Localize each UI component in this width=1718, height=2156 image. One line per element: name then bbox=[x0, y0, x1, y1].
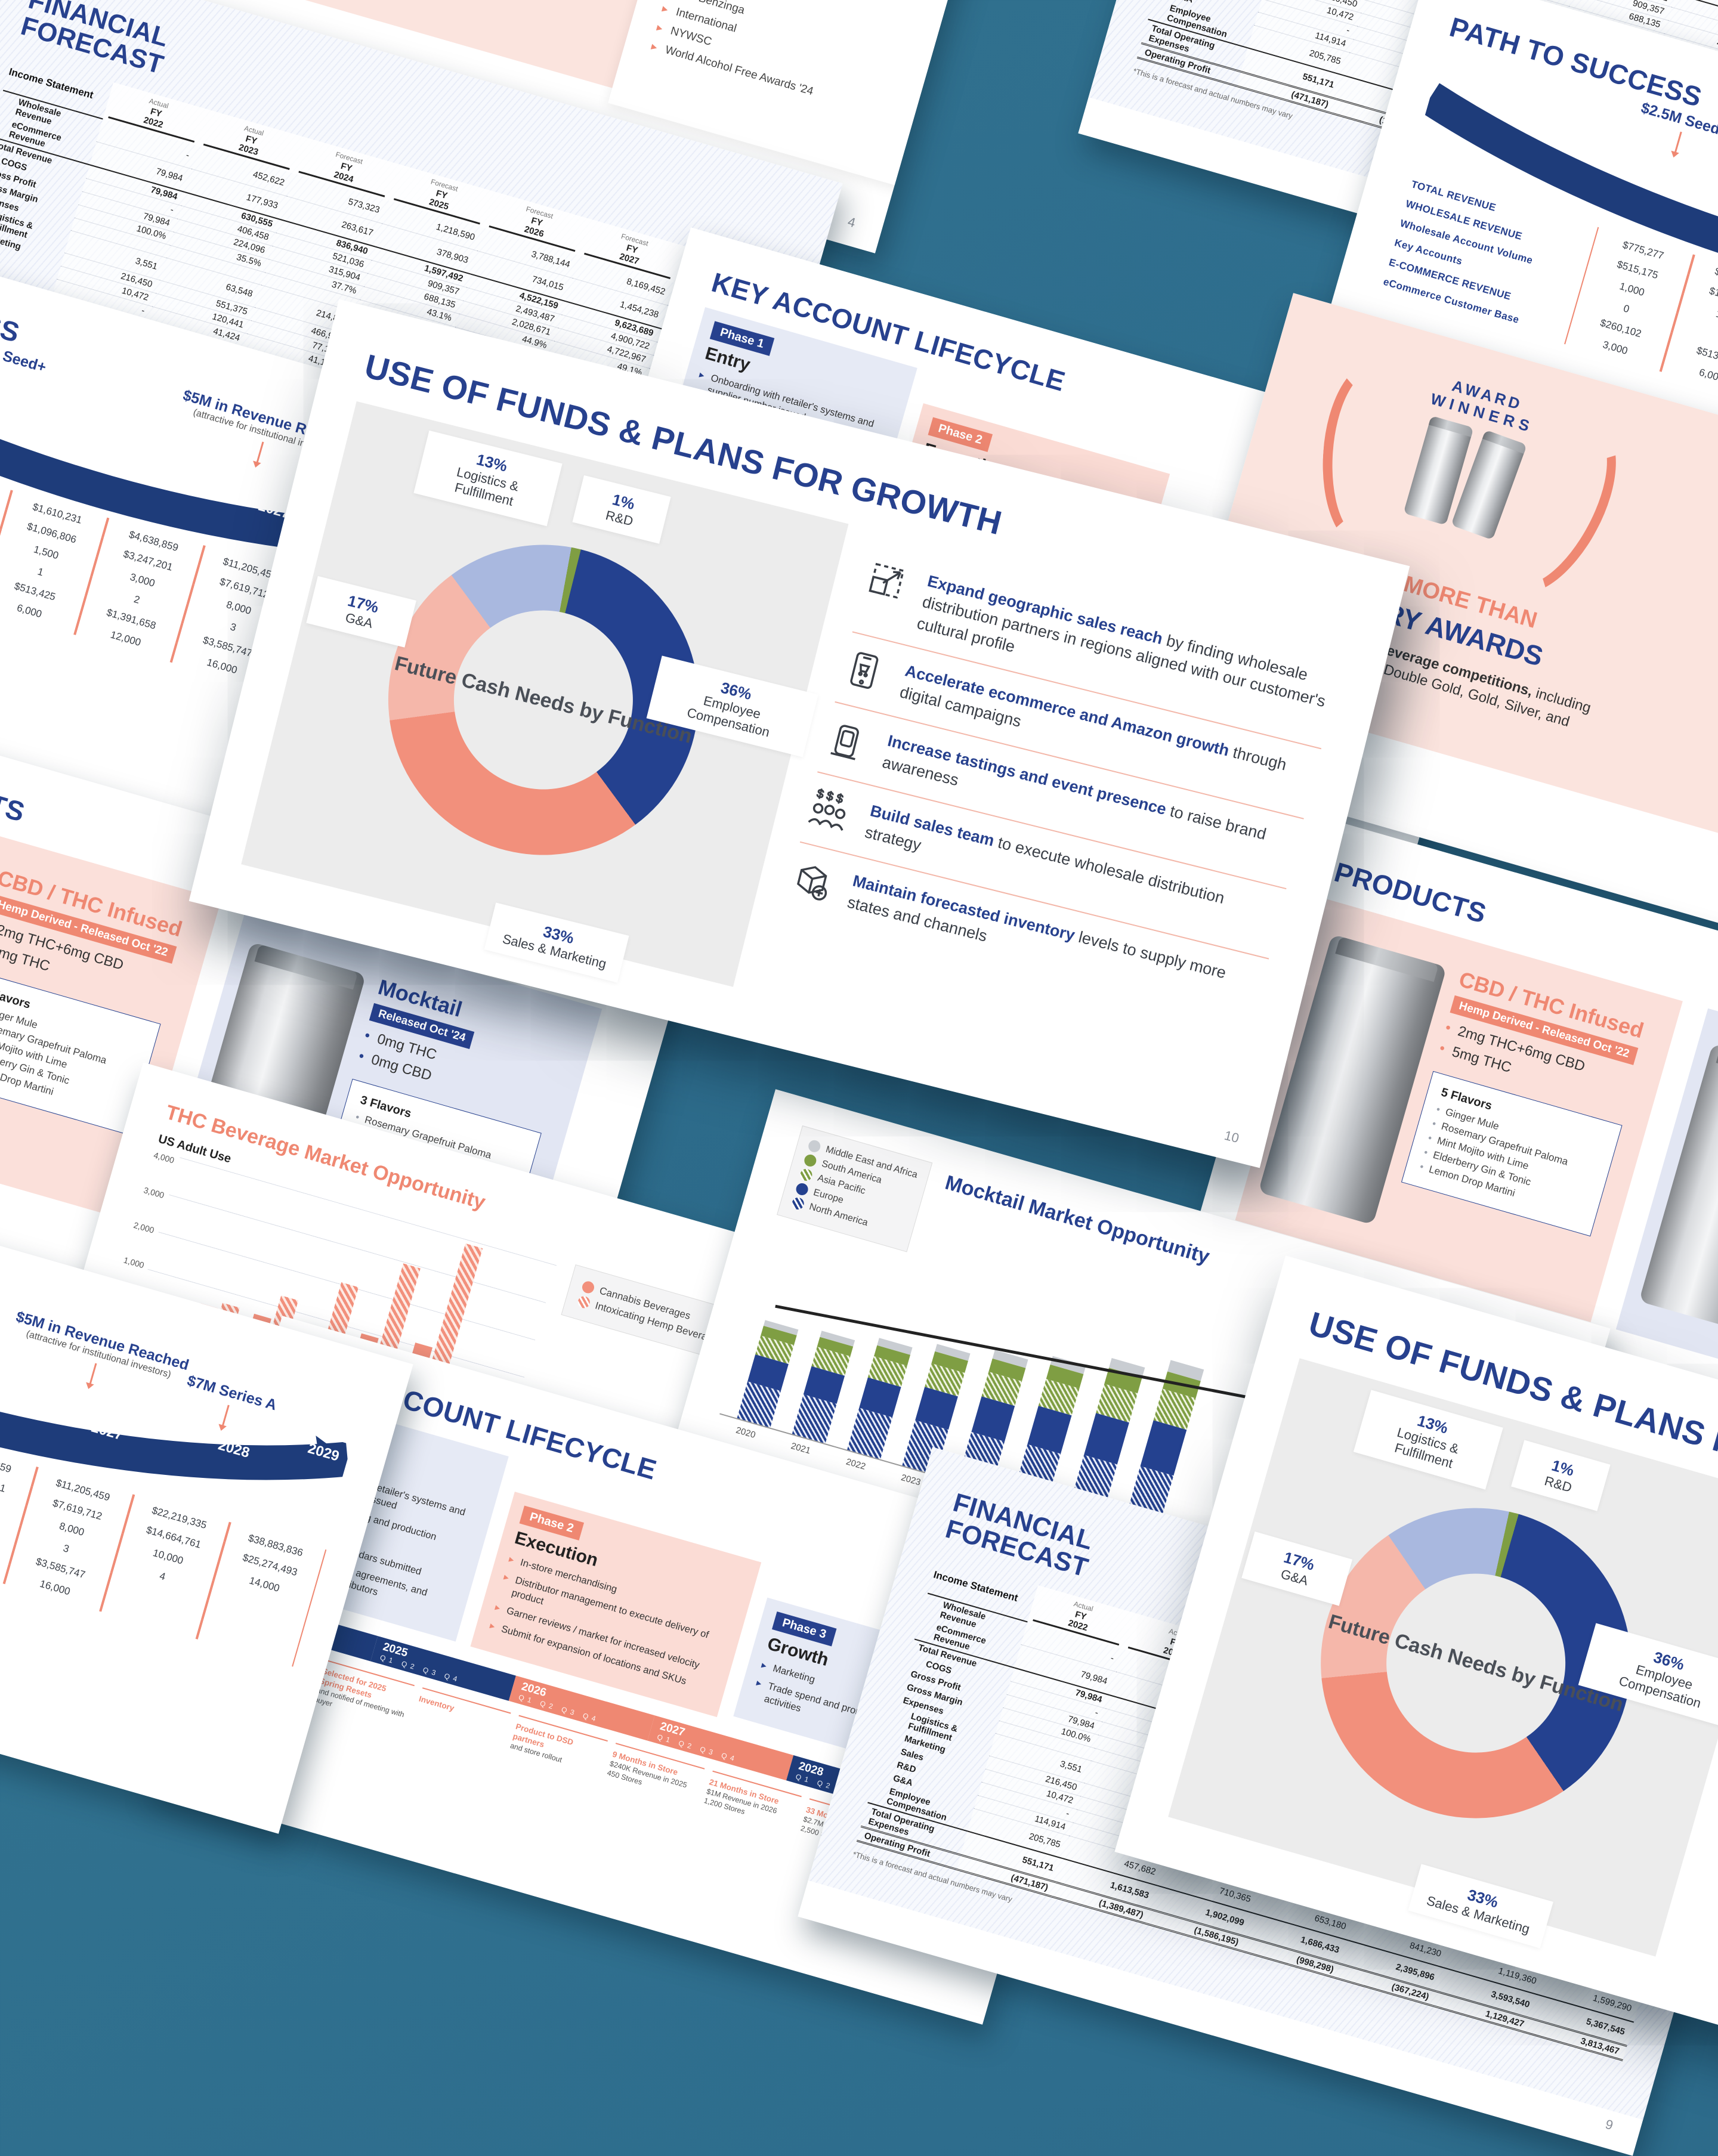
timeline-swoosh bbox=[1420, 83, 1718, 323]
y-tick: 4,000 bbox=[152, 1150, 175, 1165]
growth-timeline: 202420252026202720282029 $2.5M Seed+ $5M… bbox=[0, 1203, 357, 1545]
y-tick: 2,000 bbox=[132, 1220, 156, 1235]
donut-chart-panel: Future Cash Needs by Function 13% Logisti… bbox=[1168, 1358, 1718, 1957]
expand-icon bbox=[855, 555, 915, 629]
timeline-swoosh bbox=[0, 1240, 350, 1480]
page-number: 9 bbox=[1603, 2116, 1615, 2133]
callout-ga: 17% G&A bbox=[306, 576, 416, 648]
segment-north-america bbox=[792, 1394, 837, 1444]
x-tick: 2023 bbox=[900, 1472, 922, 1488]
timeline-year: 2026 bbox=[110, 460, 146, 485]
milestone: Product to DSD partners and store rollou… bbox=[506, 1715, 608, 1785]
growth-plan-bullets: Expand geographic sales reach by finding… bbox=[762, 531, 1346, 1111]
callout-ga: 17% G&A bbox=[1241, 1531, 1353, 1606]
inventory-box-icon bbox=[1711, 1827, 1718, 1883]
bullet-sales-team: $ $ $ Build sales team to execute wholes… bbox=[799, 772, 1286, 960]
mea-swatch-icon bbox=[807, 1139, 822, 1154]
timeline-year: 2028 bbox=[216, 1437, 252, 1462]
down-arrow-icon bbox=[221, 1405, 230, 1430]
bullet-inventory: Maintain forecasted inventory levels to … bbox=[783, 843, 1269, 1028]
milestone: 21 Months in Store $1M Revenue in 2026 1… bbox=[700, 1770, 802, 1841]
down-arrow-icon bbox=[1673, 131, 1682, 156]
stacked-bar-2022: 2022 bbox=[845, 1338, 913, 1472]
stacked-bar-2021: 2021 bbox=[790, 1331, 855, 1456]
timeline-year: 2029 bbox=[306, 1440, 341, 1465]
south-america-swatch-icon bbox=[802, 1153, 818, 1168]
milestone-title: Inventory bbox=[418, 1694, 456, 1713]
timeline-year: 2025 bbox=[1636, 168, 1671, 193]
y-tick: 1,000 bbox=[122, 1255, 146, 1270]
slide-path-bottom-left: PATH TO SUCCESS 202420252026202720282029… bbox=[0, 1125, 413, 1834]
callout-logistics: 13% Logistics & Fulfillment bbox=[413, 430, 563, 527]
bullet-tastings: Increase tastings and event presence to … bbox=[817, 703, 1304, 890]
slide-use-of-funds-hero: USE OF FUNDS & PLANS FOR GROWTH Future C… bbox=[189, 299, 1410, 1168]
milestone: 9 Months in Store $240K Revenue in 2025 … bbox=[603, 1743, 705, 1812]
callout-sales-marketing: 33% Sales & Marketing bbox=[1408, 1864, 1553, 1948]
down-arrow-icon bbox=[255, 441, 264, 466]
hemp-swatch-icon bbox=[576, 1295, 592, 1310]
slide-path-to-success-right: PATH TO SUCCESS 202420252026202720282029… bbox=[1293, 0, 1718, 677]
milestone: Inventory bbox=[409, 1687, 511, 1757]
segment-north-america bbox=[847, 1408, 892, 1459]
use-of-funds-slide: USE OF FUNDS & PLANS FOR GROWTH Future C… bbox=[191, 299, 1410, 1158]
donut-chart-panel: Future Cash Needs by Function 13% Logisti… bbox=[241, 401, 849, 987]
x-tick: 2022 bbox=[845, 1456, 867, 1472]
growth-timeline: 202420252026202720282029 $2.5M Seed+ $5M… bbox=[1410, 46, 1718, 388]
bullet-inventory: Maintain forecasted inventory levels to … bbox=[1708, 1815, 1718, 2016]
mobile-cart-icon bbox=[838, 645, 893, 700]
path-to-success-slide: PATH TO SUCCESS 202420252026202720282029… bbox=[0, 1125, 413, 1708]
bullet-expand-reach: Expand geographic sales reach by finding… bbox=[852, 543, 1344, 750]
x-tick: 2021 bbox=[789, 1440, 812, 1456]
timeline-year: 2024 bbox=[1483, 98, 1519, 123]
page-title: Mocktail Market Opportunity bbox=[943, 1171, 1212, 1269]
stacked-bar-2020: 2020 bbox=[735, 1320, 799, 1440]
milestone: Selected for 2025 Spring Resets and noti… bbox=[313, 1659, 415, 1730]
europe-swatch-icon bbox=[795, 1181, 809, 1197]
competitions-list: SaTopAscoDenvWorldSIP awaUltimate'23 LA … bbox=[650, 0, 994, 130]
north-america-swatch-icon bbox=[790, 1196, 806, 1211]
segment-europe bbox=[1140, 1420, 1187, 1476]
x-tick: 2020 bbox=[734, 1425, 757, 1440]
callout-sales-marketing: 33% Sales & Marketing bbox=[484, 902, 629, 983]
bullet-ecommerce: Accelerate ecommerce and Amazon growth t… bbox=[835, 632, 1321, 820]
callout-rd: 1% R&D bbox=[572, 475, 671, 545]
y-tick: 3,000 bbox=[143, 1185, 166, 1201]
timeline-year: 2027 bbox=[89, 1419, 125, 1444]
path-to-success-slide: PATH TO SUCCESS 202420252026202720282029… bbox=[1329, 0, 1718, 550]
inventory-box-icon bbox=[786, 855, 841, 910]
asia-pacific-swatch-icon bbox=[799, 1167, 814, 1183]
down-arrow-icon bbox=[88, 1363, 97, 1388]
cannabis-swatch-icon bbox=[580, 1280, 596, 1295]
can-icon bbox=[821, 715, 876, 769]
svg-text:$ $ $: $ $ $ bbox=[815, 787, 844, 806]
page-number: 4 bbox=[846, 214, 858, 231]
callout-rd: 1% R&D bbox=[1510, 1440, 1611, 1512]
sales-team-icon: $ $ $ bbox=[804, 785, 858, 840]
page-number: 10 bbox=[1222, 1127, 1241, 1146]
